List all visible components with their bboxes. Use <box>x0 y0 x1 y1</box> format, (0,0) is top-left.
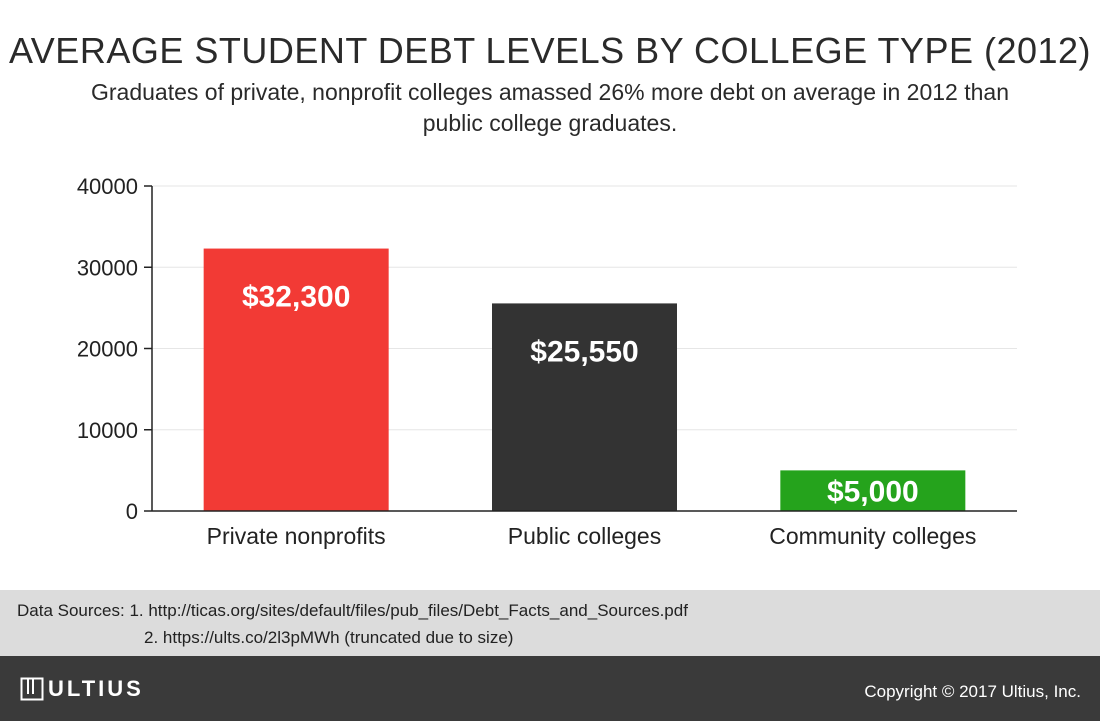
bars <box>203 248 966 511</box>
source-line-2: 2. https://ults.co/2l3pMWh (truncated du… <box>144 628 514 647</box>
bar-value-label: $25,550 <box>530 335 638 368</box>
logo-text: ULTIUS <box>48 676 144 701</box>
chart-subtitle: Graduates of private, nonprofit colleges… <box>90 79 1010 136</box>
bar-chart: 0 10000 20000 30000 40000 $32,300 Private nonp… <box>77 174 1017 549</box>
y-tick-label: 0 <box>126 499 138 524</box>
ultius-logo: ULTIUS <box>20 676 144 702</box>
copyright-text: Copyright © 2017 Ultius, Inc. <box>864 682 1081 701</box>
x-category-label: Community colleges <box>769 523 976 549</box>
ultius-logo-icon <box>20 677 44 701</box>
labels: 0 10000 20000 30000 40000 $32,300 Private nonp… <box>77 174 977 549</box>
footer-bar: ULTIUS Copyright © 2017 Ultius, Inc. <box>0 656 1100 721</box>
axes <box>144 185 1017 512</box>
bar-value-label: $5,000 <box>827 476 919 509</box>
x-category-label: Private nonprofits <box>207 523 386 549</box>
y-tick-label: 40000 <box>77 174 138 199</box>
source-line-1: Data Sources: 1. http://ticas.org/sites/… <box>17 601 688 620</box>
bar <box>203 248 389 511</box>
chart-title: AVERAGE STUDENT DEBT LEVELS BY COLLEGE T… <box>8 30 1092 71</box>
y-tick-label: 30000 <box>77 255 138 280</box>
data-sources-bar: Data Sources: 1. http://ticas.org/sites/… <box>0 590 1100 656</box>
bar <box>492 303 677 511</box>
bar <box>780 470 966 511</box>
y-tick-label: 10000 <box>77 418 138 443</box>
bar-value-label: $32,300 <box>242 281 350 314</box>
x-category-label: Public colleges <box>508 523 661 549</box>
y-tick-label: 20000 <box>77 337 138 362</box>
